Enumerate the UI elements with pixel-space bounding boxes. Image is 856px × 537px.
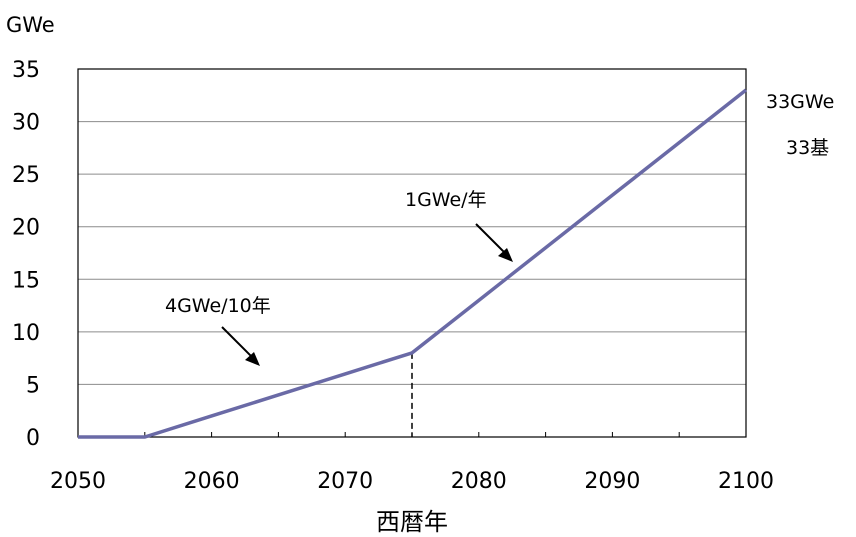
annotation-rate-late: 1GWe/年 xyxy=(405,189,487,211)
y-tick-label: 20 xyxy=(12,216,40,241)
plot-frame xyxy=(77,68,747,438)
capacity-series-line xyxy=(78,88,748,439)
y-tick-label: 35 xyxy=(12,58,40,83)
x-tick-label: 2050 xyxy=(50,469,106,494)
x-tick-label: 2070 xyxy=(317,469,373,494)
data-point xyxy=(343,372,347,376)
data-point xyxy=(677,141,681,145)
y-gridlines xyxy=(78,121,746,385)
annotation-rate-early: 4GWe/10年 xyxy=(165,295,271,317)
x-tick-label: 2090 xyxy=(584,469,640,494)
data-point xyxy=(76,435,80,439)
arrowhead-rate-early xyxy=(245,352,260,366)
y-tick-label: 25 xyxy=(12,163,40,188)
data-point xyxy=(410,351,414,355)
data-point xyxy=(143,435,147,439)
y-tick-label: 10 xyxy=(12,321,40,346)
data-point xyxy=(276,393,280,397)
x-axis-title: 西暦年 xyxy=(376,508,448,536)
x-tick-labels: 2050 2060 2070 2080 2090 2100 xyxy=(50,469,774,494)
arrowhead-rate-late xyxy=(498,248,513,262)
y-tick-label: 15 xyxy=(12,268,40,293)
data-point xyxy=(477,298,481,302)
y-tick-labels: 0 5 10 15 20 25 30 35 xyxy=(12,58,40,451)
y-axis-unit-label: GWe xyxy=(6,13,55,37)
y-tick-label: 30 xyxy=(12,111,40,136)
data-point xyxy=(610,193,614,197)
annotation-end-value: 33GWe xyxy=(766,91,834,113)
x-tick-label: 2100 xyxy=(718,469,774,494)
x-tick-label: 2080 xyxy=(451,469,507,494)
y-tick-label: 5 xyxy=(26,373,40,398)
y-tick-label: 0 xyxy=(26,426,40,451)
data-point xyxy=(744,88,748,92)
annotation-end-count: 33基 xyxy=(786,137,829,159)
data-point xyxy=(544,246,548,250)
x-tick-label: 2060 xyxy=(184,469,240,494)
data-point xyxy=(210,414,214,418)
